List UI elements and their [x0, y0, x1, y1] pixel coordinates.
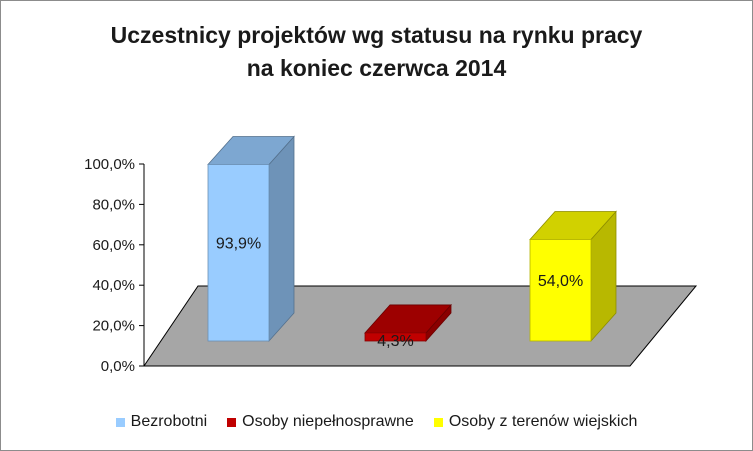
- y-tick-label: 80,0%: [92, 196, 135, 213]
- y-tick-label: 60,0%: [92, 237, 135, 254]
- data-label-2: 4,3%: [377, 333, 413, 350]
- legend-item-bezrobotni: Bezrobotni: [115, 413, 208, 431]
- chart-title-line-1: Uczestnicy projektów wg statusu na rynku…: [110, 22, 643, 48]
- y-tick-label: 40,0%: [92, 277, 135, 294]
- data-label-1: 93,9%: [216, 236, 261, 253]
- bar-front: [207, 164, 270, 342]
- legend-label: Osoby niepełnosprawne: [242, 413, 414, 430]
- bar-side: [268, 135, 295, 343]
- y-tick-label: 100,0%: [84, 156, 135, 173]
- y-tick-label: 20,0%: [92, 318, 135, 335]
- legend-item-tereny-wiejskie: Osoby z terenów wiejskich: [433, 413, 638, 431]
- chart-legend: Bezrobotni Osoby niepełnosprawne Osoby z…: [1, 413, 752, 431]
- legend-swatch: [433, 417, 443, 427]
- bar-front: [529, 239, 592, 342]
- legend-swatch: [227, 417, 237, 427]
- data-label-3: 54,0%: [538, 273, 583, 290]
- bar-3: [529, 210, 617, 343]
- chart-title: Uczestnicy projektów wg statusu na rynku…: [1, 19, 752, 85]
- y-tick-label: 0,0%: [101, 358, 135, 375]
- chart-title-line-2: na koniec czerwca 2014: [246, 55, 507, 81]
- legend-swatch: [115, 417, 125, 427]
- bar-front: [364, 332, 427, 342]
- legend-item-niepelnosprawne: Osoby niepełnosprawne: [227, 413, 414, 431]
- legend-label: Osoby z terenów wiejskich: [448, 413, 638, 430]
- bar-1: [207, 135, 295, 343]
- legend-label: Bezrobotni: [130, 413, 208, 430]
- bar-2: [364, 303, 452, 343]
